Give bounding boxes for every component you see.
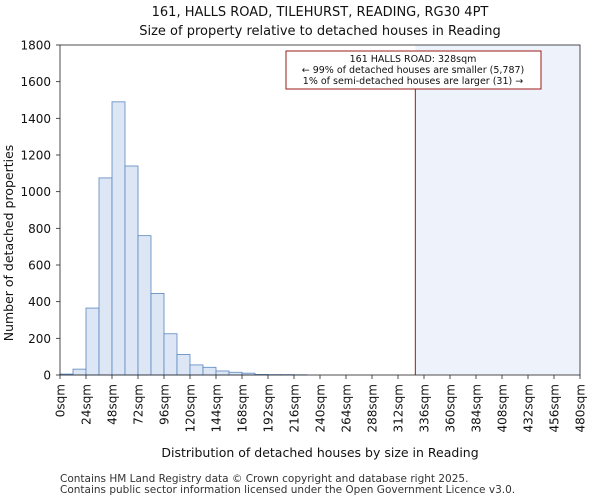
y-tick-label: 600 [28,259,51,273]
bar-7 [150,293,165,376]
bar-13 [228,371,243,376]
y-tick-label: 400 [28,295,51,309]
x-axis: 0sqm 24sqm 48sqm 72sqm 96sqm 120sqm 144sqm 168s… [54,375,588,432]
bar-1 [72,368,87,376]
annotation-frame [285,50,542,90]
chart-subtitle: Size of property relative to detached ho… [139,24,501,39]
x-tick-label: 408sqm [496,384,510,432]
bar-9 [176,354,191,376]
y-axis-label: Number of detached properties [1,145,16,342]
y-tick-label: 1600 [20,75,51,89]
x-tick-label: 48sqm [106,384,120,425]
y-tick-label: 800 [28,222,51,236]
bars-group [59,101,308,376]
footer-line-1: Contains HM Land Registry data © Crown c… [60,473,469,485]
x-tick-label: 192sqm [262,384,276,432]
y-tick-label: 1800 [20,39,51,53]
x-tick-label: 312sqm [392,384,406,432]
x-tick-label: 432sqm [522,384,536,432]
bar-5 [124,165,139,376]
chart-title: 161, HALLS ROAD, TILEHURST, READING, RG3… [152,5,489,20]
x-tick-label: 240sqm [314,384,328,432]
x-tick-label: 360sqm [444,384,458,432]
highlight-region [415,45,580,375]
x-tick-label: 168sqm [236,384,250,432]
x-tick-label: 384sqm [470,384,484,432]
bar-12 [215,370,230,376]
x-tick-label: 264sqm [340,384,354,432]
bar-8 [163,333,178,376]
footer-line-2: Contains public sector information licen… [60,484,516,496]
bar-3 [98,177,113,376]
y-tick-label: 0 [43,369,51,383]
x-tick-label: 216sqm [288,384,302,432]
bar-6 [137,235,152,376]
x-tick-label: 24sqm [80,384,94,425]
annotation-line-2: ← 99% of detached houses are smaller (5,… [302,65,525,76]
bar-11 [202,366,217,376]
x-tick-label: 480sqm [574,384,588,432]
annotation-line-1: 161 HALLS ROAD: 328sqm [350,54,477,65]
x-tick-label: 456sqm [548,384,562,432]
bar-2 [85,307,100,376]
y-axis: 0 200 400 600 800 1000 1200 1400 1600 1800 [20,39,60,383]
x-tick-label: 96sqm [158,384,172,425]
x-tick-label: 288sqm [366,384,380,432]
x-tick-label: 0sqm [54,384,68,417]
x-tick-label: 144sqm [210,384,224,432]
annotation-line-3: 1% of semi-detached houses are larger (3… [303,76,523,87]
x-tick-label: 72sqm [132,384,146,425]
x-tick-label: 336sqm [418,384,432,432]
x-axis-label: Distribution of detached houses by size … [161,445,478,460]
y-tick-label: 1200 [20,149,51,163]
bar-10 [189,364,204,376]
x-tick-label: 120sqm [184,384,198,432]
y-tick-label: 200 [28,332,51,346]
annotation-box: 161 HALLS ROAD: 328sqm ← 99% of detached… [285,50,542,90]
y-tick-label: 1000 [20,185,51,199]
chart: 161, HALLS ROAD, TILEHURST, READING, RG3… [1,5,588,460]
y-tick-label: 1400 [20,112,51,126]
bar-4 [111,101,126,376]
